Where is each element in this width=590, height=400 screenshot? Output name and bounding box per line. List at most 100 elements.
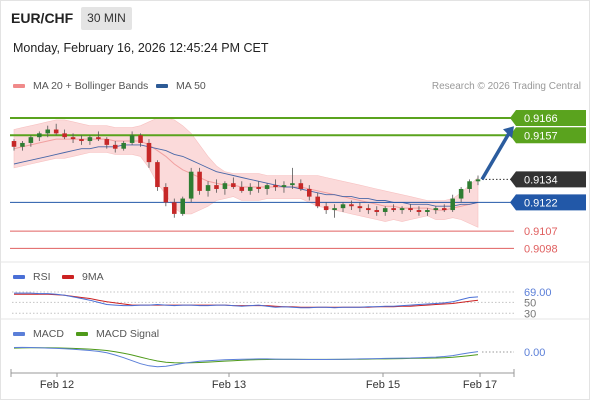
macd-signal-swatch: [76, 332, 88, 336]
candle: [214, 179, 219, 193]
rsi-line: [14, 292, 479, 309]
candle-body: [155, 162, 160, 188]
timeframe-button[interactable]: 30 MIN: [81, 7, 132, 30]
x-tick-label: Feb 12: [40, 379, 74, 391]
x-tick-label: Feb 15: [366, 379, 400, 391]
macd-tick-label: 0.00: [524, 347, 545, 359]
level-resistance-1: 0.9157: [10, 127, 586, 144]
candle-body: [239, 187, 245, 191]
candle: [391, 204, 396, 212]
candle-body: [11, 141, 17, 147]
candle-body: [53, 129, 59, 134]
ma20-swatch: [13, 84, 25, 88]
candle-body: [467, 181, 472, 189]
candle: [188, 167, 194, 203]
candle: [408, 204, 413, 212]
candle-body: [475, 179, 481, 182]
legend-ma20: MA 20 + Bollinger Bands: [13, 80, 148, 92]
candle-body: [146, 142, 152, 163]
legend-ma50-label: MA 50: [176, 80, 206, 92]
candle-body: [20, 142, 25, 147]
candle-body: [129, 135, 135, 143]
candle: [45, 125, 51, 138]
candle-body: [37, 133, 42, 138]
candle-body: [121, 142, 126, 149]
candle: [273, 179, 278, 191]
candle: [104, 137, 110, 149]
legend-ma20-label: MA 20 + Bollinger Bands: [33, 80, 149, 92]
candle: [374, 206, 380, 216]
candle: [366, 204, 371, 214]
candle: [222, 181, 228, 195]
macd-swatch: [13, 332, 25, 336]
candle-body: [231, 183, 236, 188]
candle-body: [433, 208, 439, 211]
candle-body: [450, 198, 455, 211]
candle: [264, 183, 270, 195]
resistance-label: 0.9157: [524, 130, 558, 142]
candle-body: [290, 183, 295, 186]
resistance-label: 0.9166: [524, 113, 558, 125]
candle-body: [366, 208, 371, 211]
candle-body: [264, 185, 270, 189]
candle-body: [391, 208, 396, 211]
candle-body: [340, 204, 346, 209]
candle-body: [298, 183, 304, 189]
candle: [315, 192, 320, 209]
candle: [256, 181, 261, 193]
candle-body: [256, 187, 261, 189]
candle: [172, 198, 177, 218]
macd-line: [13, 346, 479, 368]
candle-body: [96, 137, 101, 140]
candle: [399, 206, 405, 214]
candle: [467, 179, 472, 193]
ma50-swatch: [156, 84, 168, 88]
candle-body: [332, 208, 337, 211]
candle: [28, 135, 34, 147]
rsi-tick-label: 69.00: [524, 287, 552, 299]
candle-body: [315, 196, 320, 207]
candle: [121, 141, 126, 151]
resistance-label-pointer: [510, 110, 516, 127]
candle-body: [306, 188, 312, 197]
candle: [340, 202, 346, 212]
candle-body: [62, 133, 67, 138]
pivot-label-pointer: [510, 194, 516, 211]
candle: [332, 204, 337, 218]
current-price-box: [516, 171, 586, 188]
candle-body: [374, 210, 380, 212]
candle-body: [323, 206, 329, 211]
level-resistance-0: 0.9166: [10, 110, 586, 127]
support-label: 0.9098: [524, 243, 558, 255]
candle: [306, 185, 312, 201]
candle: [180, 196, 186, 216]
candle-body: [357, 206, 363, 209]
candle: [231, 177, 236, 189]
candle: [112, 141, 118, 153]
candle-body: [205, 185, 211, 191]
candle: [450, 194, 455, 212]
candle-body: [104, 139, 110, 145]
candle: [155, 160, 160, 191]
candle: [87, 135, 93, 145]
candle: [290, 167, 295, 189]
pair-title: EUR/CHF: [11, 10, 74, 26]
rsi-tick-label: 50: [524, 297, 536, 309]
candle: [138, 133, 143, 147]
level-current-2: 0.9134: [482, 171, 586, 188]
legend-macd-signal-label: MACD Signal: [96, 328, 160, 340]
candle-body: [112, 144, 118, 149]
candle: [197, 167, 202, 195]
candle: [163, 183, 169, 207]
candle: [458, 187, 464, 203]
resistance-label-box: [516, 127, 586, 144]
legend-macd-label: MACD: [33, 328, 64, 340]
resistance-label-pointer: [510, 127, 516, 144]
resistance-label-box: [516, 110, 586, 127]
pivot-label-box: [516, 194, 586, 211]
candle: [11, 139, 17, 151]
candle-body: [273, 185, 278, 188]
candle: [433, 206, 439, 214]
candle: [62, 129, 67, 140]
